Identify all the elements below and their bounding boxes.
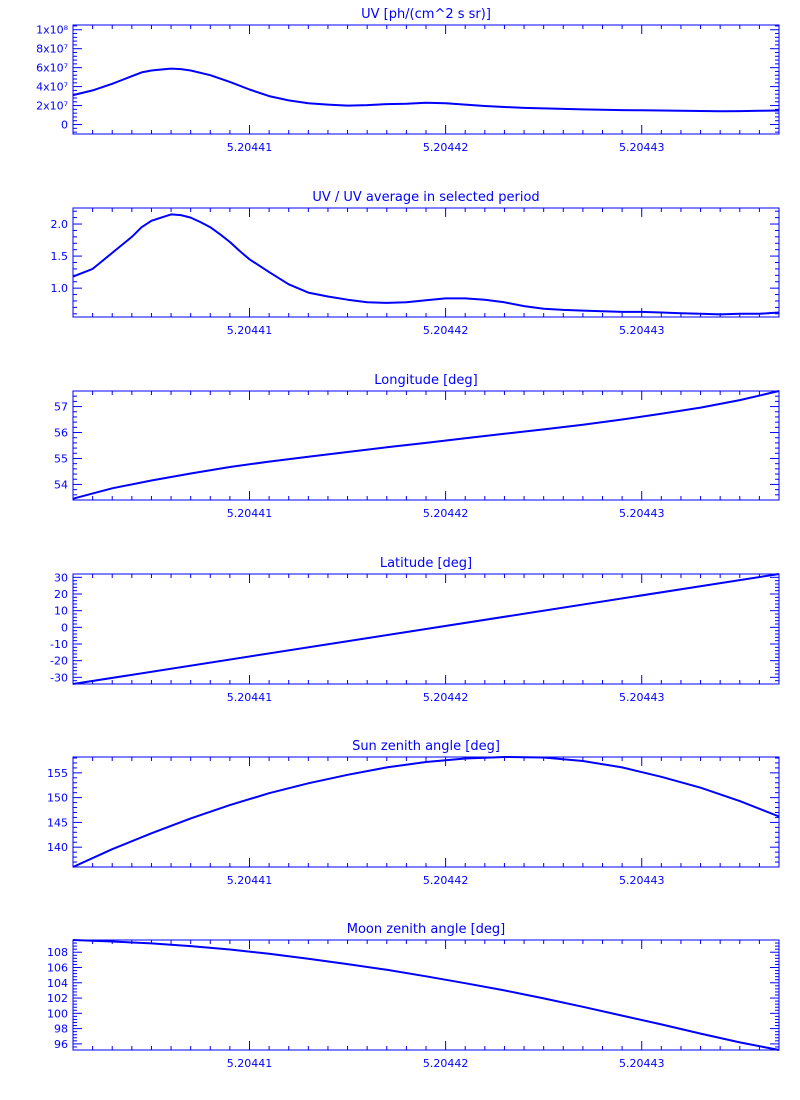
y-tick-label: 102 — [47, 992, 68, 1005]
y-tick-label: 108 — [47, 946, 68, 959]
x-tick-label: 5.20443 — [619, 874, 665, 887]
sun-zenith-panel: Sun zenith angle [deg] 5.20441 5.20442 5.20… — [47, 739, 780, 887]
longitude-panel: Longitude [deg] 5.20441 5.20442 5.20443 54 55… — [54, 373, 780, 520]
y-tick-label: 98 — [54, 1023, 68, 1036]
moon-zenith-panel: Moon zenith angle [deg] 5.20441 5.20442 5.2… — [47, 922, 780, 1070]
y-tick-label: 20 — [54, 588, 68, 601]
y-tick-label: 1x10⁸ — [36, 24, 69, 37]
y-tick-label: 96 — [54, 1038, 68, 1051]
series-line — [72, 573, 780, 685]
x-tick-label: 5.20442 — [423, 141, 469, 154]
x-tick-label: 5.20442 — [423, 874, 469, 887]
chart-title: Latitude [deg] — [380, 556, 472, 571]
y-tick-label: 1.5 — [51, 250, 69, 263]
y-tick-label: -30 — [50, 671, 68, 684]
y-tick-label: -20 — [50, 655, 68, 668]
x-tick-label: 5.20442 — [423, 1057, 469, 1070]
y-tick-label: 54 — [54, 478, 68, 491]
chart-title: UV / UV average in selected period — [312, 190, 539, 205]
plot-frame — [72, 390, 780, 501]
y-tick-label: 1.0 — [51, 282, 69, 295]
y-tick-label: 6x10⁷ — [36, 62, 68, 75]
series-line — [72, 213, 780, 316]
y-tick-label: 10 — [54, 605, 68, 618]
y-tick-label: 145 — [47, 816, 68, 829]
y-tick-label: 8x10⁷ — [36, 43, 68, 56]
x-tick-label: 5.20442 — [423, 507, 469, 520]
x-tick-label: 5.20441 — [227, 691, 273, 704]
y-tick-label: 30 — [54, 571, 68, 584]
uv-ratio-panel: UV / UV average in selected period 5.2044… — [51, 190, 780, 337]
x-tick-label: 5.20441 — [227, 324, 273, 337]
x-tick-label: 5.20441 — [227, 1057, 273, 1070]
series-line — [72, 756, 780, 868]
y-tick-label: 57 — [54, 401, 68, 414]
y-tick-label: 0 — [61, 621, 68, 634]
y-tick-label: 55 — [54, 452, 68, 465]
plot-frame — [72, 939, 780, 1051]
chart-title: Sun zenith angle [deg] — [352, 739, 500, 754]
y-tick-label: 140 — [47, 841, 68, 854]
uv-panel: UV [ph/(cm^2 s sr)] 5.20441 5.20442 5.20443… — [36, 7, 780, 154]
chart-title: UV [ph/(cm^2 s sr)] — [361, 7, 491, 22]
x-tick-label: 5.20441 — [227, 141, 273, 154]
y-tick-label: 2.0 — [51, 218, 69, 231]
x-tick-label: 5.20443 — [619, 507, 665, 520]
y-tick-label: 104 — [47, 977, 68, 990]
chart-title: Moon zenith angle [deg] — [347, 922, 505, 937]
y-tick-label: 56 — [54, 427, 68, 440]
x-tick-label: 5.20443 — [619, 1057, 665, 1070]
series-line — [72, 939, 780, 1051]
y-tick-label: 2x10⁷ — [36, 100, 68, 113]
x-tick-label: 5.20441 — [227, 874, 273, 887]
y-tick-label: 150 — [47, 792, 68, 805]
y-tick-label: 100 — [47, 1007, 68, 1020]
plot-frame — [72, 756, 780, 868]
x-tick-label: 5.20442 — [423, 691, 469, 704]
y-tick-label: 4x10⁷ — [36, 81, 68, 94]
plot-frame — [72, 24, 780, 135]
x-tick-label: 5.20443 — [619, 324, 665, 337]
series-line — [72, 67, 780, 113]
y-tick-label: 106 — [47, 962, 68, 975]
x-tick-label: 5.20442 — [423, 324, 469, 337]
y-tick-label: 155 — [47, 767, 68, 780]
latitude-panel: Latitude [deg] 5.20441 5.20442 5.20443 -30 -2… — [50, 556, 780, 704]
x-tick-label: 5.20443 — [619, 141, 665, 154]
series-line — [72, 390, 780, 500]
x-tick-label: 5.20441 — [227, 507, 273, 520]
y-tick-label: 0 — [61, 119, 68, 132]
chart-title: Longitude [deg] — [374, 373, 477, 388]
y-tick-label: -10 — [50, 638, 68, 651]
x-tick-label: 5.20443 — [619, 691, 665, 704]
